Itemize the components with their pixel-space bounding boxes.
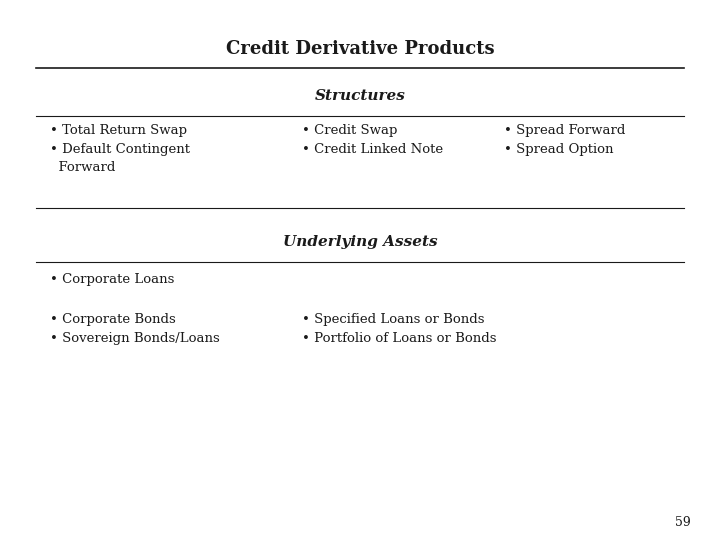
Text: Underlying Assets: Underlying Assets [283,235,437,249]
Text: Credit Derivative Products: Credit Derivative Products [225,40,495,58]
Text: Structures: Structures [315,89,405,103]
Text: • Corporate Bonds
• Sovereign Bonds/Loans: • Corporate Bonds • Sovereign Bonds/Loan… [50,313,220,345]
Text: • Specified Loans or Bonds
• Portfolio of Loans or Bonds: • Specified Loans or Bonds • Portfolio o… [302,313,497,345]
Text: • Credit Swap
• Credit Linked Note: • Credit Swap • Credit Linked Note [302,124,444,156]
Text: • Spread Forward
• Spread Option: • Spread Forward • Spread Option [504,124,626,156]
Text: 59: 59 [675,516,691,529]
Text: • Corporate Loans: • Corporate Loans [50,273,175,286]
Text: • Total Return Swap
• Default Contingent
  Forward: • Total Return Swap • Default Contingent… [50,124,190,174]
